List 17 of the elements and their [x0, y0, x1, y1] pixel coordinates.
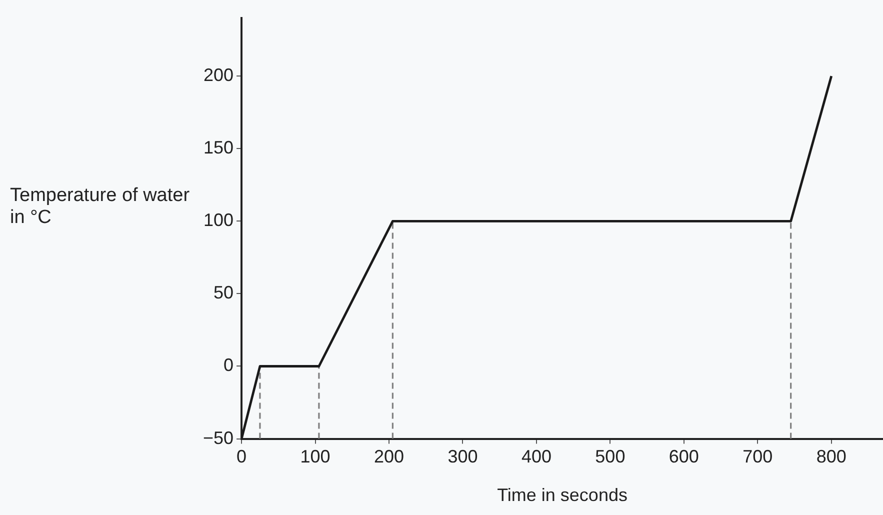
- x-tick-label: 0: [236, 446, 247, 467]
- x-tick-label: 600: [668, 446, 699, 467]
- x-tick-label: 800: [816, 446, 846, 467]
- y-tick-label: 200: [203, 65, 234, 86]
- y-tick-label: 50: [214, 282, 234, 303]
- y-tick-label: 0: [224, 355, 234, 376]
- y-axis-title: Temperature of water in °C: [10, 185, 190, 229]
- y-tick-label: 150: [203, 138, 234, 158]
- x-tick-label: 100: [300, 446, 330, 467]
- y-tick-label: −50: [202, 428, 234, 448]
- x-tick-label: 700: [742, 446, 773, 467]
- x-tick-label: 400: [521, 446, 552, 467]
- x-axis-title: Time in seconds: [497, 485, 628, 506]
- x-tick-label: 200: [374, 446, 404, 467]
- y-tick-label: 100: [203, 210, 234, 230]
- x-tick-label: 500: [595, 446, 626, 467]
- x-tick-label: 300: [448, 446, 478, 467]
